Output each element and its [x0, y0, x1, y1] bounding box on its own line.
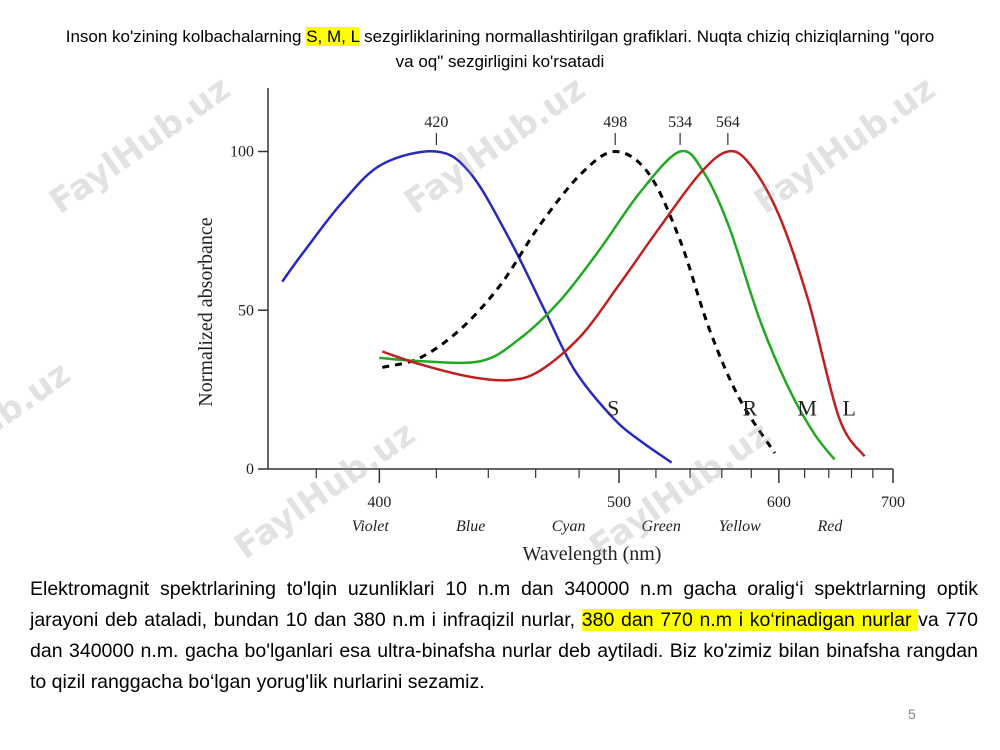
series-line — [281, 149, 673, 464]
y-tick-label: 0 — [246, 461, 254, 478]
color-band-label: Yellow — [719, 518, 761, 535]
color-band-label: Violet — [352, 518, 390, 535]
color-band-label: Blue — [456, 518, 485, 535]
title-text: sezgirliklarining normallashtirilgan gra… — [359, 27, 935, 71]
color-band-label: Green — [642, 518, 681, 535]
y-axis-label: Normalized absorbance — [195, 217, 217, 406]
body-highlight: 380 dan 770 n.m i ko‘rinadigan nurlar — [581, 609, 919, 631]
series-label: L — [843, 396, 856, 421]
peak-label: 564 — [716, 114, 740, 131]
peak-label: 498 — [603, 114, 627, 131]
series-label: S — [607, 396, 619, 421]
title-highlight: S, M, L — [306, 27, 360, 46]
x-tick-label: 400 — [367, 494, 391, 511]
series-line — [381, 149, 866, 458]
y-tick-label: 100 — [230, 144, 254, 161]
x-tick-label: 600 — [767, 494, 791, 511]
title-text: Inson ko'zining kolbachalarning — [65, 27, 307, 46]
color-band-label: Red — [817, 518, 844, 535]
series-label: M — [797, 396, 817, 421]
body-text: Elektromagnit spektrlarining to'lqin uzu… — [30, 574, 978, 698]
series-label: R — [743, 396, 758, 421]
x-axis-label: Wavelength (nm) — [523, 543, 662, 565]
body-text-part: va 770 dan 340000 n.m. gacha bo'lganlari… — [30, 609, 978, 693]
x-tick-label: 500 — [607, 494, 631, 511]
series-line — [381, 149, 777, 454]
series-line — [379, 149, 836, 461]
slide-title: Inson ko'zining kolbachalarning S, M, L … — [60, 24, 940, 74]
x-tick-label: 700 — [881, 494, 905, 511]
y-tick-label: 50 — [238, 302, 254, 319]
color-band-label: Cyan — [552, 518, 586, 535]
peak-label: 420 — [424, 114, 448, 131]
page-number: 5 — [908, 706, 916, 722]
body-text-part: Elektromagnit spektrlarining to'lqin uzu… — [30, 578, 978, 631]
peak-label: 534 — [668, 114, 692, 131]
